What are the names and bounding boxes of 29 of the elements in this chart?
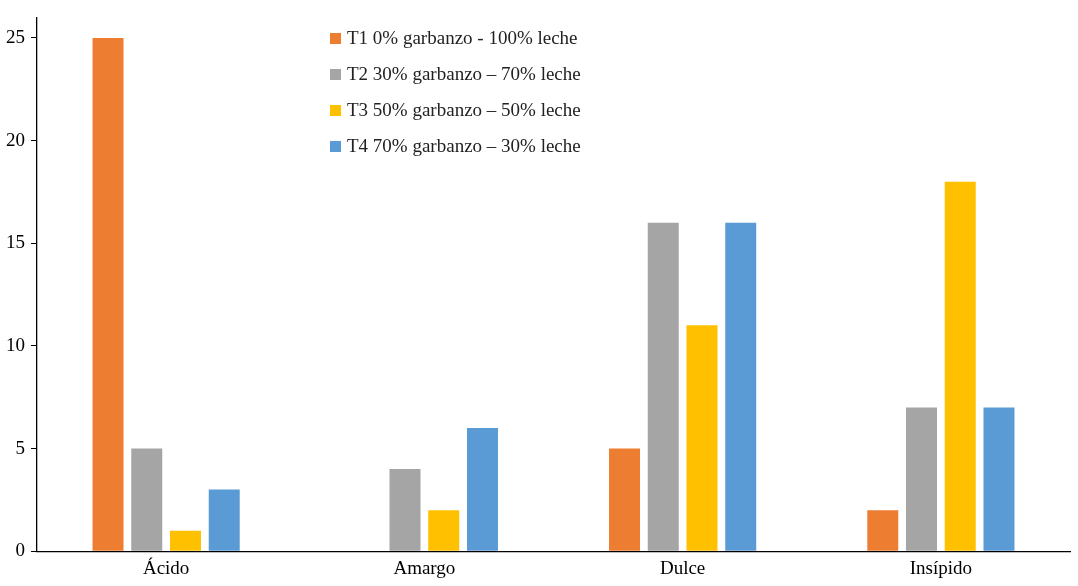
bar xyxy=(906,407,937,551)
x-tick-label: Amargo xyxy=(393,556,456,578)
legend-label: T1 0% garbanzo - 100% leche xyxy=(347,26,578,50)
x-tick-label: Ácido xyxy=(142,556,190,578)
y-tick-label: 20 xyxy=(6,128,25,150)
bar xyxy=(609,448,641,551)
x-tick-label: Dulce xyxy=(659,556,706,578)
legend-label: T3 50% garbanzo – 50% leche xyxy=(347,98,581,122)
bar xyxy=(389,469,421,551)
y-tick-label: 0 xyxy=(15,539,25,561)
bar xyxy=(170,530,201,551)
y-tick-label: 25 xyxy=(6,25,25,47)
bar xyxy=(208,489,240,551)
y-tick-label: 15 xyxy=(6,231,25,253)
y-tick-label: 10 xyxy=(6,333,25,355)
legend-label: T4 70% garbanzo – 30% leche xyxy=(347,134,581,158)
bar xyxy=(428,510,460,551)
bar xyxy=(647,222,679,551)
x-tick-label: Insípido xyxy=(909,556,973,578)
bar xyxy=(92,37,124,551)
bar xyxy=(725,222,757,551)
legend-label: T2 30% garbanzo – 70% leche xyxy=(347,62,581,86)
bar xyxy=(867,510,899,551)
bar xyxy=(983,407,1015,551)
bar xyxy=(131,448,163,551)
bar xyxy=(944,181,976,551)
bar xyxy=(466,428,498,551)
bar xyxy=(686,325,718,551)
y-tick-label: 5 xyxy=(15,436,25,458)
